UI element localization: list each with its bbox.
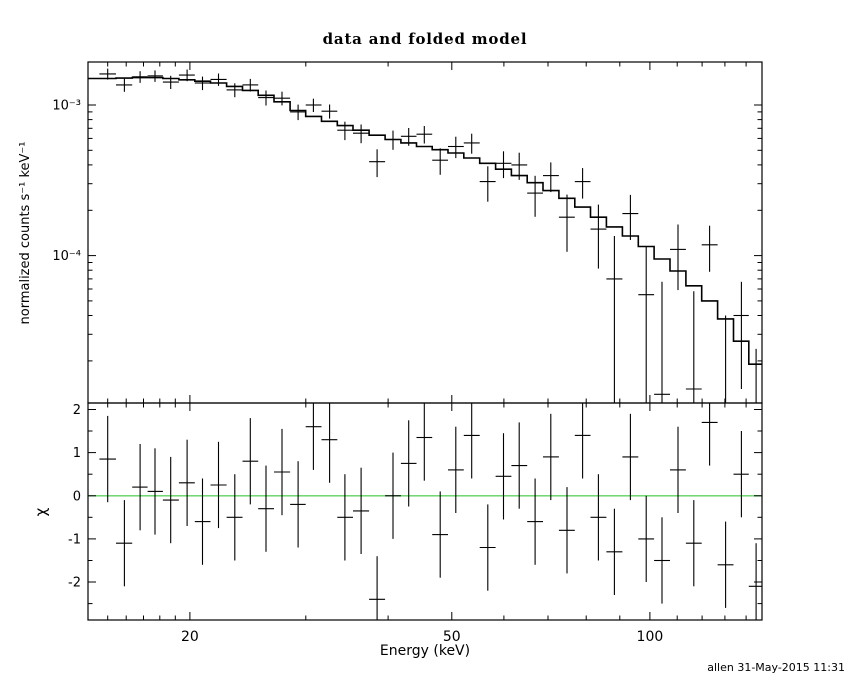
y-tick-label: -1	[68, 532, 81, 547]
y-tick-label: 0	[73, 489, 81, 504]
y-tick-label: 10⁻⁴	[52, 249, 81, 264]
y-tick-label: 10⁻³	[52, 99, 81, 114]
x-tick-label: 20	[181, 629, 199, 645]
panel-frames	[87, 61, 763, 621]
y-tick-label: -2	[68, 576, 81, 591]
data-errorbars	[99, 68, 757, 403]
axis-ticks	[88, 62, 762, 620]
y-axis-label-chi: χ	[32, 507, 50, 517]
model-step-line	[88, 76, 762, 365]
y-axis-label-counts: normalized counts s⁻¹ keV⁻¹	[18, 141, 33, 325]
x-tick-label: 100	[637, 629, 664, 645]
residual-errorbars	[99, 403, 762, 620]
tick-labels: 20 50 100 10⁻³ 10⁻⁴ -2 -1 0 1 2	[52, 99, 663, 646]
x-tick-label: 50	[443, 629, 461, 645]
x-axis-label: Energy (keV)	[379, 643, 471, 659]
y-tick-label: 2	[73, 403, 81, 418]
chart-title: data and folded model	[322, 30, 528, 48]
y-tick-label: 1	[73, 446, 81, 461]
timestamp-label: allen 31-May-2015 11:31	[707, 661, 845, 674]
